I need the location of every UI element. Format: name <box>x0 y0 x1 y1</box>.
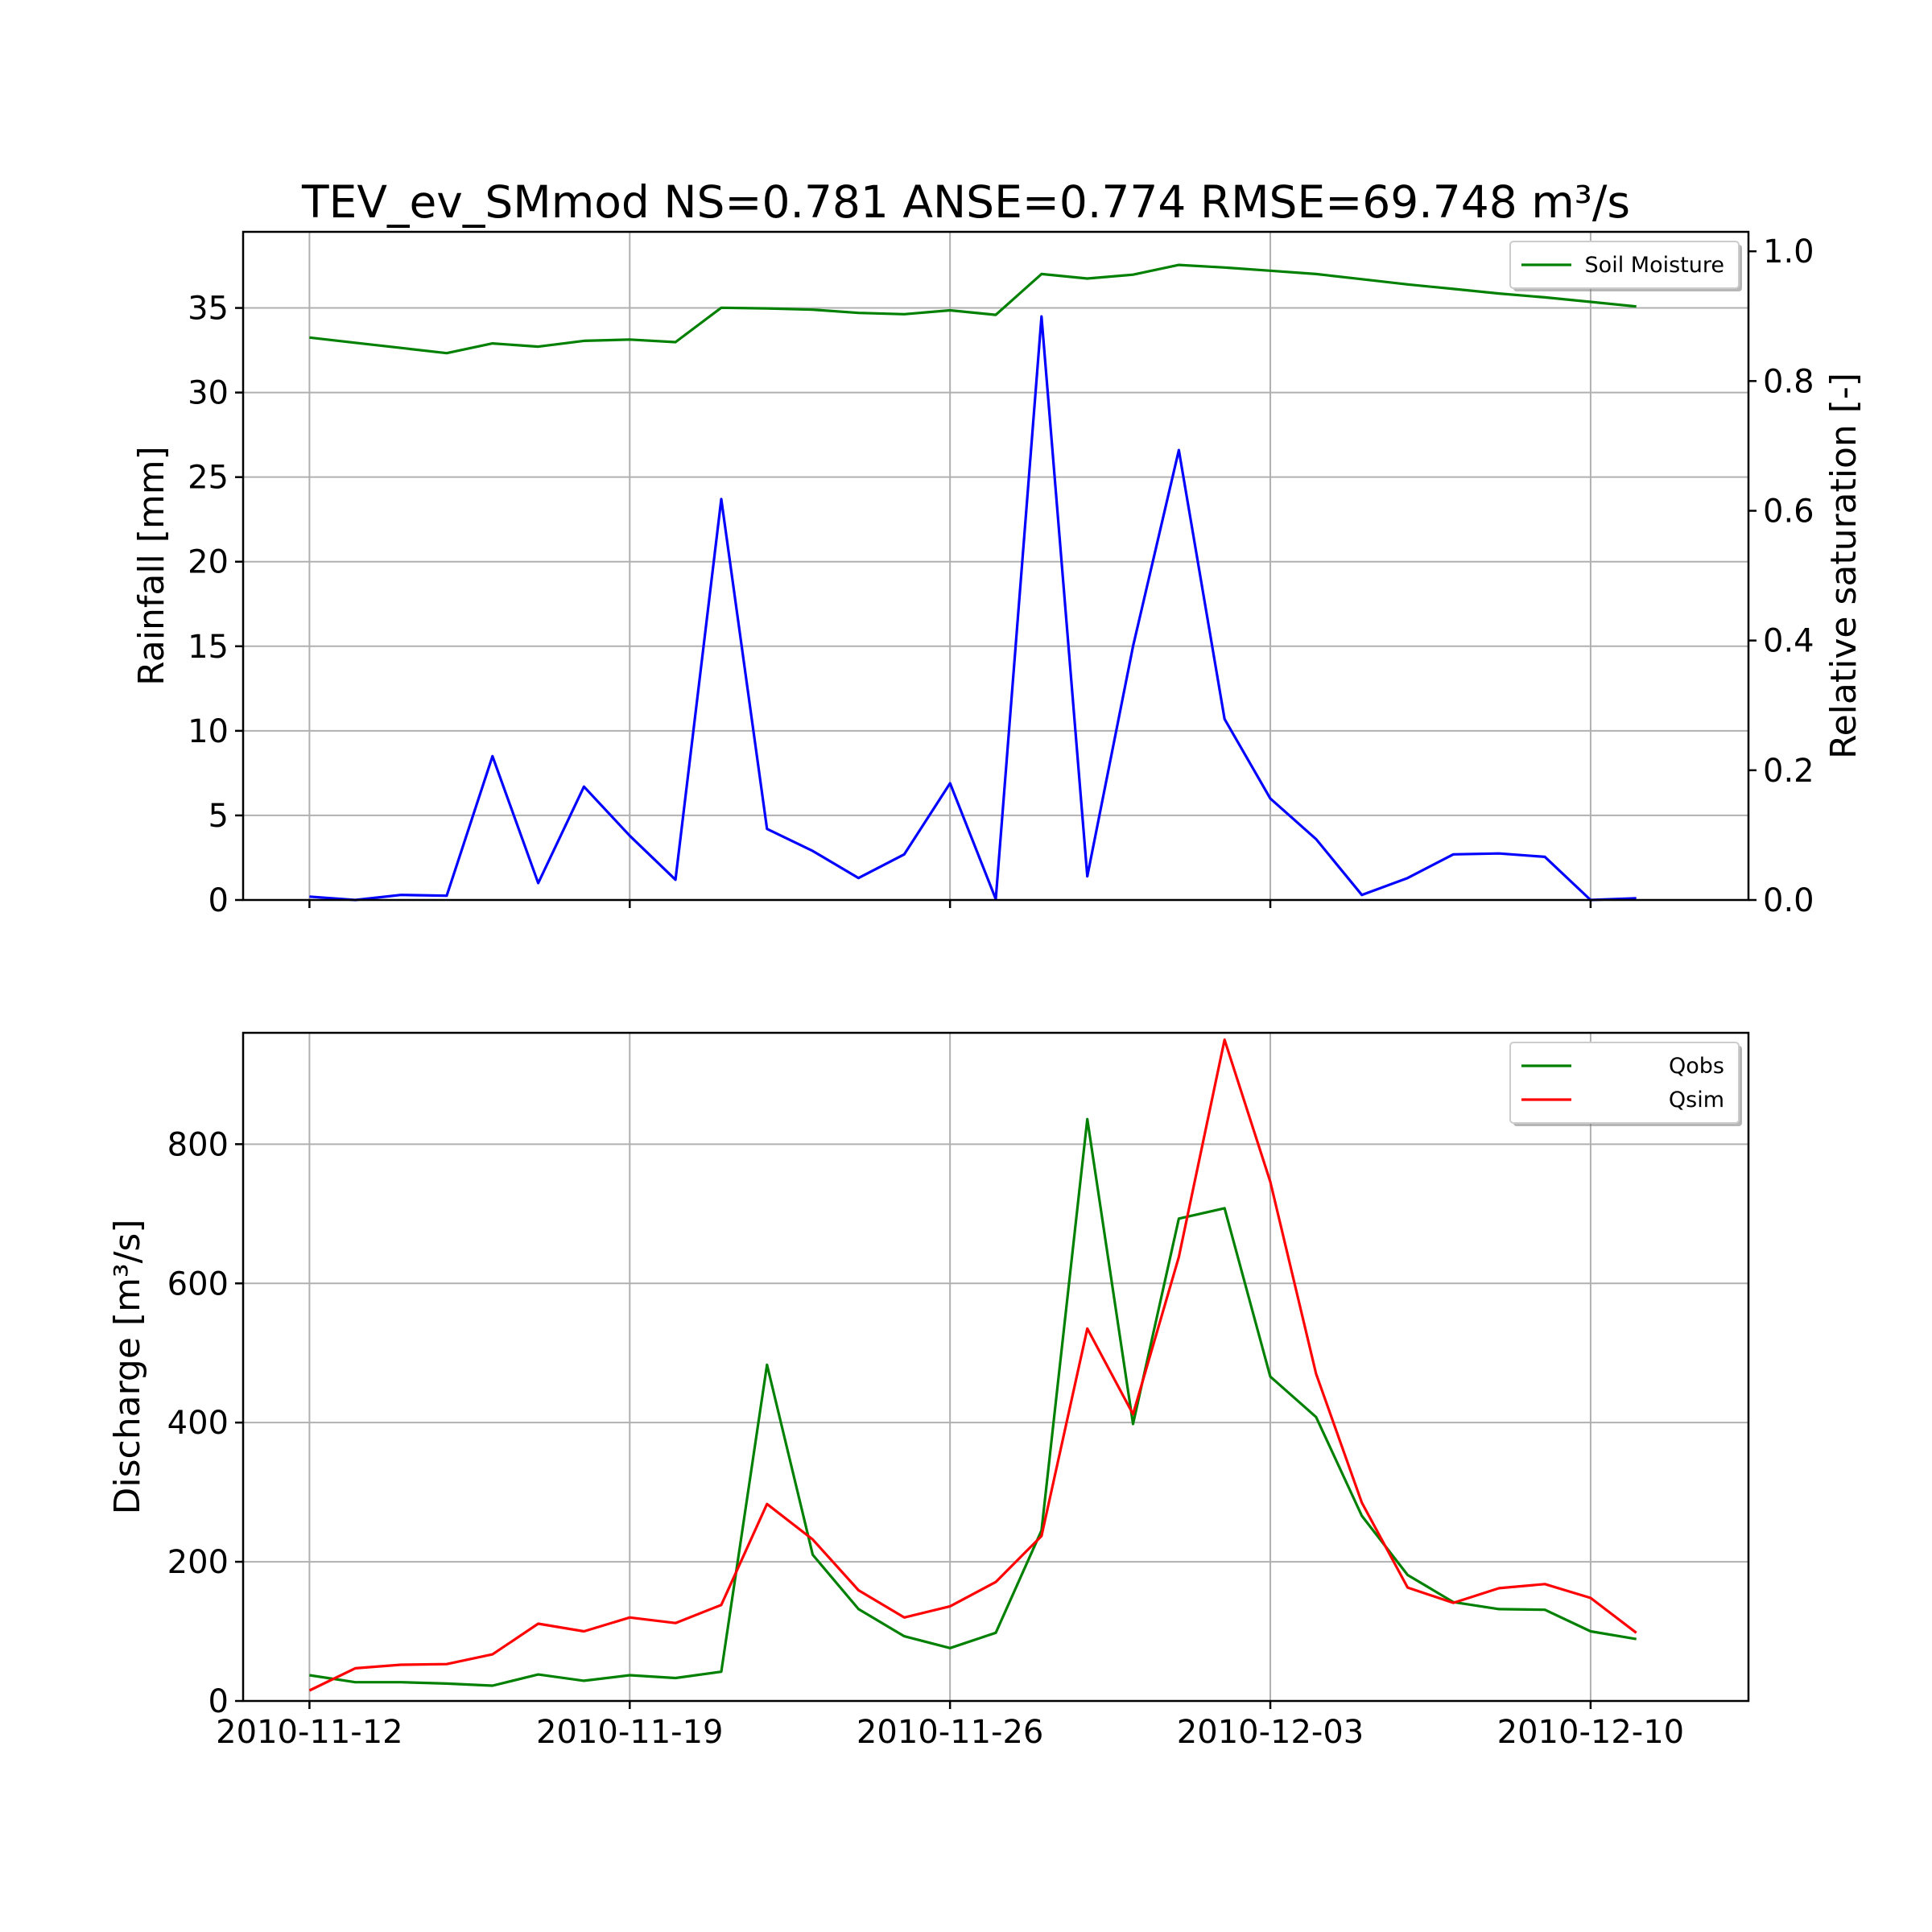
discharge-axes: 2010-11-12 2010-11-19 2010-11-26 2010-12-03… <box>107 1031 1750 1751</box>
y2-tick-label: 0.6 <box>1763 493 1814 530</box>
y-tick-label: 600 <box>167 1265 229 1302</box>
legend-label: Qobs <box>1669 1054 1724 1079</box>
legend-label: Qsim <box>1669 1088 1724 1113</box>
y2-tick-label: 0.8 <box>1763 363 1814 400</box>
x-tick-label: 2010-11-12 <box>216 1714 402 1751</box>
qsim-line <box>308 1038 1637 1692</box>
y2-tick-label: 0.4 <box>1763 623 1814 660</box>
top-series <box>309 263 1637 902</box>
y-tick-label: 0 <box>208 882 229 919</box>
y-tick-label: 20 <box>188 544 229 581</box>
x-tick-label: 2010-11-19 <box>536 1714 723 1751</box>
y-tick-label: 5 <box>208 798 229 835</box>
top-y2-axis-label: Relative saturation [-] <box>1823 373 1864 759</box>
qobs-line <box>309 1117 1637 1687</box>
y-tick-label: 25 <box>188 460 229 497</box>
y-tick-label: 400 <box>167 1405 229 1442</box>
top-y-axis-label: Rainfall [mm] <box>131 446 172 686</box>
y-tick-label: 30 <box>188 375 229 412</box>
soil-moisture-line <box>309 263 1637 355</box>
rainfall-line <box>309 315 1637 902</box>
y-tick-label: 800 <box>167 1126 229 1163</box>
legend-box <box>1509 1042 1740 1124</box>
x-tick-label: 2010-12-10 <box>1497 1714 1684 1751</box>
top-ticks: 0 5 10 15 20 25 30 35 0.0 0.2 0.4 0.6 0.8 1.0 <box>188 233 1814 919</box>
bottom-y-axis-label: Discharge [m³/s] <box>107 1220 148 1515</box>
top-plot-frame <box>242 230 1750 902</box>
legend-box <box>1509 241 1740 289</box>
y2-tick-label: 0.0 <box>1763 882 1814 919</box>
rainfall-soil-moisture-axes: 0 5 10 15 20 25 30 35 0.0 0.2 0.4 0.6 0.8 1.0 Rainfal… <box>131 230 1864 919</box>
y2-tick-label: 1.0 <box>1763 233 1814 270</box>
top-grid <box>243 232 1748 901</box>
chart-title: TEV_ev_SMmod NS=0.781 ANSE=0.774 RMSE=69… <box>301 176 1630 228</box>
bottom-ticks: 2010-11-12 2010-11-19 2010-11-26 2010-12-03… <box>167 1126 1684 1751</box>
top-legend: Soil Moisture <box>1509 241 1742 291</box>
y-tick-label: 15 <box>188 629 229 666</box>
y-tick-label: 10 <box>188 713 229 750</box>
x-tick-label: 2010-11-26 <box>857 1714 1043 1751</box>
x-tick-label: 2010-12-03 <box>1177 1714 1364 1751</box>
bottom-plot-frame <box>242 1031 1750 1703</box>
y2-tick-label: 0.2 <box>1763 753 1814 790</box>
bottom-series <box>308 1038 1637 1692</box>
y-tick-label: 35 <box>188 291 229 328</box>
bottom-legend: Qobs Qsim <box>1509 1042 1742 1126</box>
y-tick-label: 0 <box>208 1683 229 1720</box>
legend-label: Soil Moisture <box>1585 253 1724 278</box>
y-tick-label: 200 <box>167 1544 229 1581</box>
